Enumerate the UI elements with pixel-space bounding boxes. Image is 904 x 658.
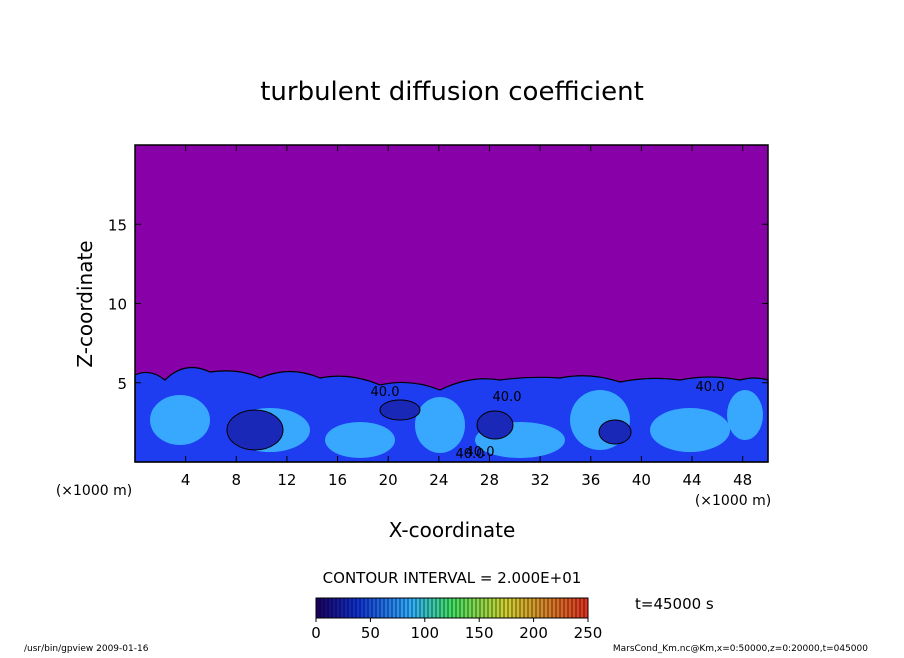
contour-label: 40.0 (466, 445, 495, 460)
x-tick-label: 20 (379, 471, 398, 489)
chart-title: turbulent diffusion coefficient (260, 77, 644, 107)
colorbar-tick-label: 50 (361, 624, 380, 642)
contour-label: 40.0 (456, 447, 485, 462)
x-unit-right: (×1000 m) (695, 493, 771, 509)
y-tick-label: 15 (108, 216, 127, 234)
x-tick-label: 28 (480, 471, 499, 489)
contour-interval: CONTOUR INTERVAL = 2.000E+01 (323, 569, 582, 587)
x-tick-label: 12 (277, 471, 296, 489)
x-unit: (×1000 m) (56, 483, 132, 499)
colorbar-tick-label: 150 (465, 624, 494, 642)
colorbar-tick-label: 250 (574, 624, 603, 642)
x-tick-label: 40 (632, 471, 651, 489)
colorbar-tick-label: 100 (410, 624, 439, 642)
footer-left: /usr/bin/gpview 2009-01-16 (24, 644, 149, 654)
x-tick-label: 44 (682, 471, 701, 489)
x-tick-label: 8 (232, 471, 242, 489)
contour-label: 40.0 (371, 385, 400, 400)
y-tick-label: 5 (117, 375, 127, 393)
x-tick-label: 48 (733, 471, 752, 489)
x-tick-label: 16 (328, 471, 347, 489)
field-cores (226, 399, 632, 451)
contour-label: 40.0 (493, 390, 522, 405)
x-axis-label: X-coordinate (389, 518, 516, 542)
x-tick-label: 36 (581, 471, 600, 489)
contour-label: 40.0 (696, 380, 725, 395)
colorbar-tick-label: 0 (311, 624, 321, 642)
y-axis-label: Z-coordinate (73, 240, 97, 367)
x-tick-label: 4 (181, 471, 191, 489)
x-tick-label: 24 (429, 471, 448, 489)
time-label: t=45000 s (635, 595, 714, 613)
colorbar-tick-label: 200 (519, 624, 548, 642)
footer-right: MarsCond_Km.nc@Km,x=0:50000,z=0:20000,t=… (613, 644, 868, 654)
x-tick-label: 32 (531, 471, 550, 489)
y-tick-label: 10 (108, 296, 127, 314)
plot-area (134, 144, 769, 463)
